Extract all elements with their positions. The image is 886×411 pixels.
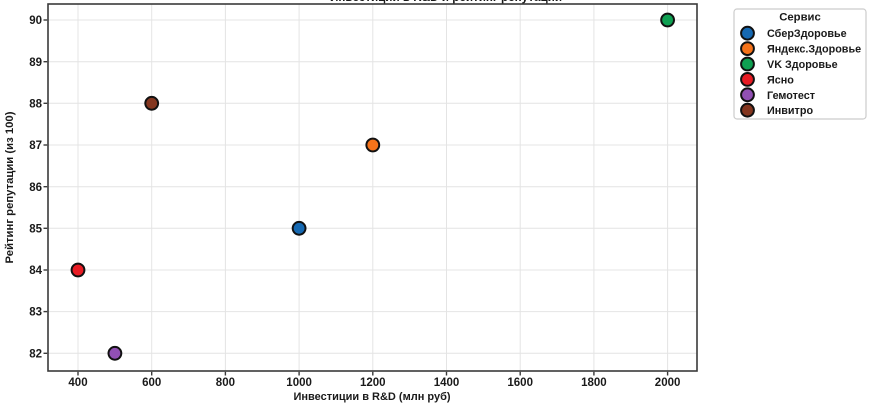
svg-text:88: 88 bbox=[29, 98, 42, 110]
svg-text:85: 85 bbox=[29, 223, 42, 235]
svg-text:1800: 1800 bbox=[581, 377, 607, 389]
svg-text:Яндекс.Здоровье: Яндекс.Здоровье bbox=[767, 44, 861, 56]
svg-text:Гемотест: Гемотест bbox=[767, 90, 815, 102]
svg-text:90: 90 bbox=[29, 15, 42, 27]
svg-text:89: 89 bbox=[29, 57, 42, 69]
svg-text:Инвестиции в R&D (млн руб): Инвестиции в R&D (млн руб) bbox=[293, 391, 450, 403]
svg-text:1400: 1400 bbox=[434, 377, 460, 389]
svg-text:83: 83 bbox=[29, 307, 42, 319]
svg-text:2000: 2000 bbox=[655, 377, 681, 389]
svg-text:Сервис: Сервис bbox=[779, 12, 821, 24]
svg-text:86: 86 bbox=[29, 182, 42, 194]
svg-text:VK Здоровье: VK Здоровье bbox=[767, 59, 838, 71]
svg-text:Рейтинг репутации (из 100): Рейтинг репутации (из 100) bbox=[4, 111, 16, 263]
svg-text:Инвестиции в R&D и рейтинг реп: Инвестиции в R&D и рейтинг репутации bbox=[330, 0, 562, 4]
svg-text:82: 82 bbox=[29, 348, 42, 360]
svg-text:1000: 1000 bbox=[286, 377, 312, 389]
svg-text:84: 84 bbox=[29, 265, 42, 277]
svg-text:600: 600 bbox=[142, 377, 161, 389]
svg-text:1600: 1600 bbox=[507, 377, 533, 389]
svg-text:Инвитро: Инвитро bbox=[767, 105, 813, 117]
svg-text:87: 87 bbox=[29, 140, 42, 152]
svg-text:СберЗдоровье: СберЗдоровье bbox=[767, 28, 847, 40]
svg-text:Ясно: Ясно bbox=[767, 74, 794, 86]
svg-text:400: 400 bbox=[68, 377, 87, 389]
svg-text:800: 800 bbox=[216, 377, 235, 389]
svg-text:1200: 1200 bbox=[360, 377, 386, 389]
